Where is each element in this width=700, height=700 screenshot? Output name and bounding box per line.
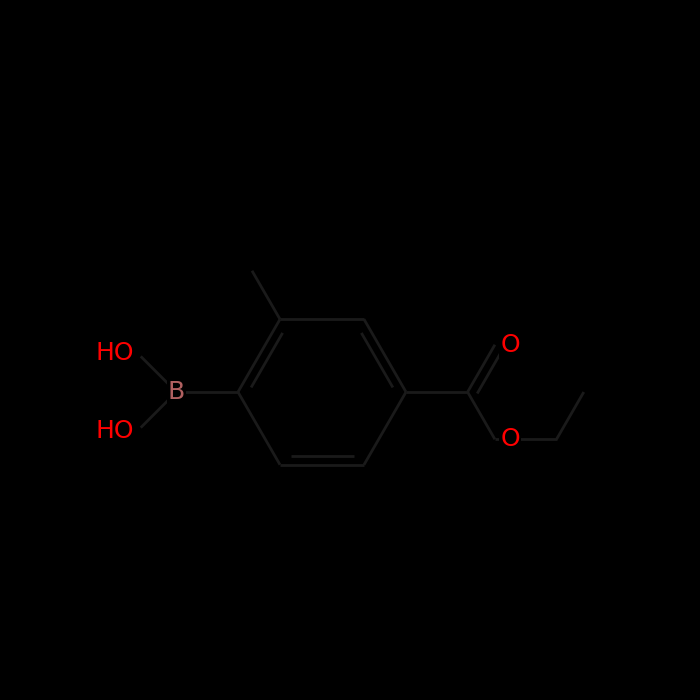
Text: B: B <box>168 380 185 404</box>
Text: O: O <box>500 332 520 357</box>
Text: O: O <box>500 427 520 452</box>
Text: HO: HO <box>95 419 134 443</box>
Text: HO: HO <box>95 341 134 365</box>
